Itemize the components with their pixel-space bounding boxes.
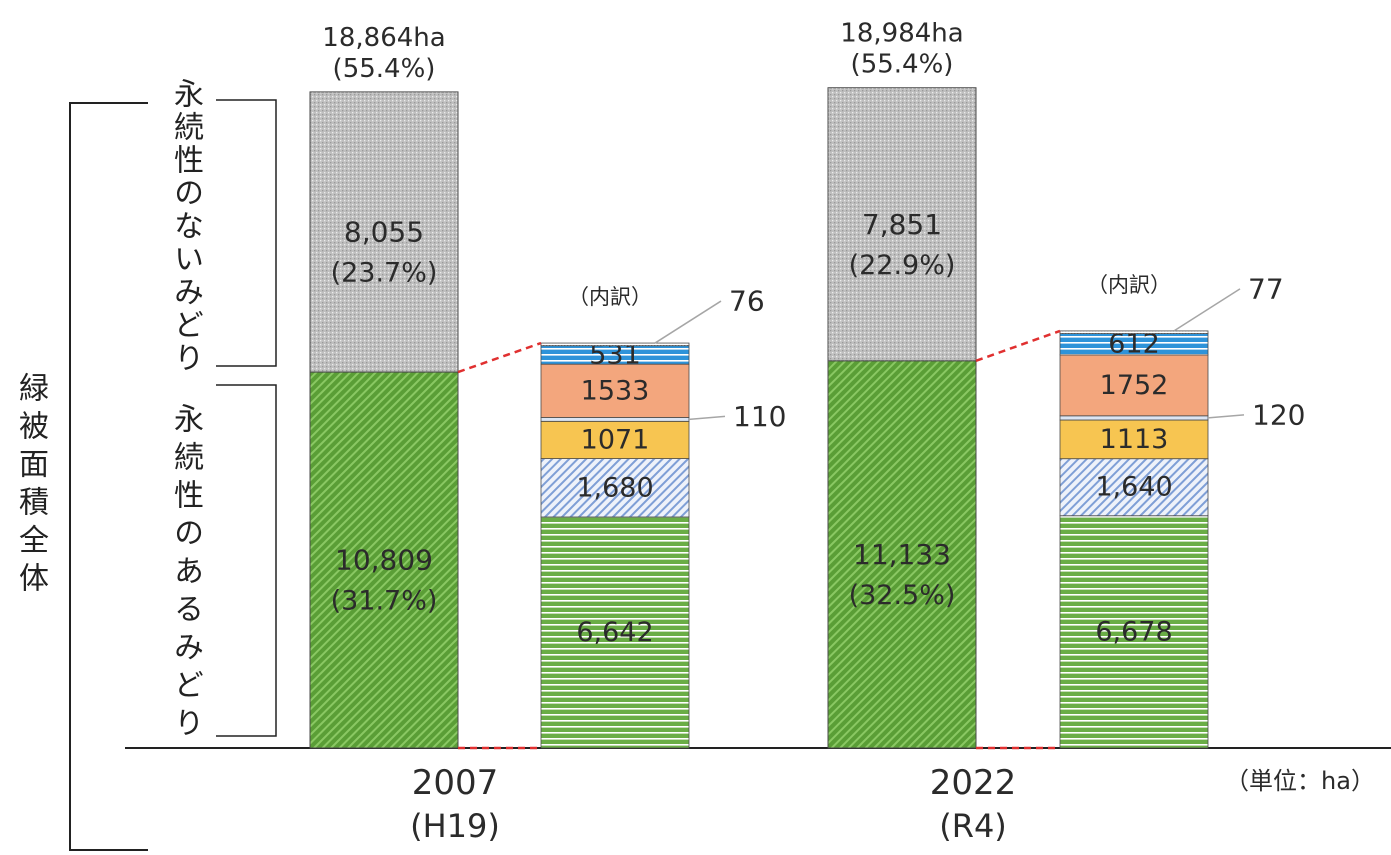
non-permanent-value-label-2022: 7,851 [862,208,942,241]
total-value-label-2022: 18,984ha [840,19,963,49]
breakdown-callout-label-2022-3: 120 [1252,398,1305,431]
overall-bracket [69,102,148,851]
breakdown-segment-2007-6 [540,342,690,347]
chart-marks: 18,864ha(55.4%)8,055(23.7%)10,809(31.7%)… [309,19,1305,845]
breakdown-heading-2007: （内訳） [568,285,652,309]
non-permanent-bracket [216,99,277,367]
breakdown-value-label-2022-1: 1,640 [1095,472,1172,503]
permanent-bar-2022 [827,360,977,749]
non-permanent-bar-2007 [309,91,459,373]
total-share-label-2022: (55.4%) [851,50,954,80]
non-permanent-bar-2022 [827,87,977,362]
breakdown-segment-2007-3 [540,417,690,422]
breakdown-value-label-2022-2: 1113 [1100,424,1169,455]
total-share-label-2007: (55.4%) [333,54,436,84]
non-permanent-share-label-2022: (22.9%) [849,250,956,281]
breakdown-value-label-2007-0: 6,642 [576,617,653,648]
unit-label: （単位：ha） [1225,767,1375,795]
breakdown-heading-2022: （内訳） [1087,273,1171,297]
breakdown-callout-label-2007-3: 110 [733,400,786,433]
permanent-value-label-2022: 11,133 [853,538,951,571]
permanent-label: 永続性のあるみどり [168,403,203,745]
breakdown-segment-2022-6 [1059,330,1209,334]
connector-top-2022 [975,329,1061,362]
breakdown-segment-2022-2 [1059,419,1209,460]
total-value-label-2007: 18,864ha [322,23,445,53]
breakdown-callout-label-2007-6: 76 [729,285,765,318]
x-axis-sublabel-2007: (H19) [410,807,500,845]
breakdown-segment-2022-0 [1059,515,1209,749]
permanent-bracket [216,384,277,737]
non-permanent-value-label-2007: 8,055 [344,215,424,248]
callout-leader-2022-6 [1173,288,1241,332]
breakdown-callout-label-2022-6: 77 [1248,272,1284,305]
x-axis-label-2007: 2007 [412,763,499,803]
overall-label: 緑被面積全体 [13,372,48,600]
breakdown-value-label-2007-1: 1,680 [576,472,653,503]
breakdown-value-label-2007-2: 1071 [581,424,650,455]
x-axis-sublabel-2022: (R4) [939,807,1007,845]
breakdown-segment-2007-1 [540,458,690,518]
breakdown-segment-2007-4 [540,363,690,418]
breakdown-value-label-2007-4: 1533 [581,375,650,406]
x-axis-label-2022: 2022 [930,763,1017,803]
permanent-value-label-2007: 10,809 [335,544,433,577]
permanent-share-label-2022: (32.5%) [849,580,956,611]
connector-top-2007 [457,341,542,374]
breakdown-segment-2022-4 [1059,354,1209,417]
breakdown-segment-2007-2 [540,420,690,459]
breakdown-segment-2022-3 [1059,415,1209,421]
callout-leader-2022-3 [1207,414,1245,419]
breakdown-segment-2007-0 [540,516,690,749]
permanent-bar-2007 [309,371,459,749]
callout-leader-2007-6 [654,300,722,344]
breakdown-value-label-2022-0: 6,678 [1095,616,1172,647]
non-permanent-share-label-2007: (23.7%) [331,257,438,288]
permanent-share-label-2007: (31.7%) [331,586,438,617]
callout-leader-2007-3 [688,415,726,421]
breakdown-value-label-2022-4: 1752 [1100,370,1169,401]
non-permanent-label: 永続性のないみどり [168,78,203,375]
